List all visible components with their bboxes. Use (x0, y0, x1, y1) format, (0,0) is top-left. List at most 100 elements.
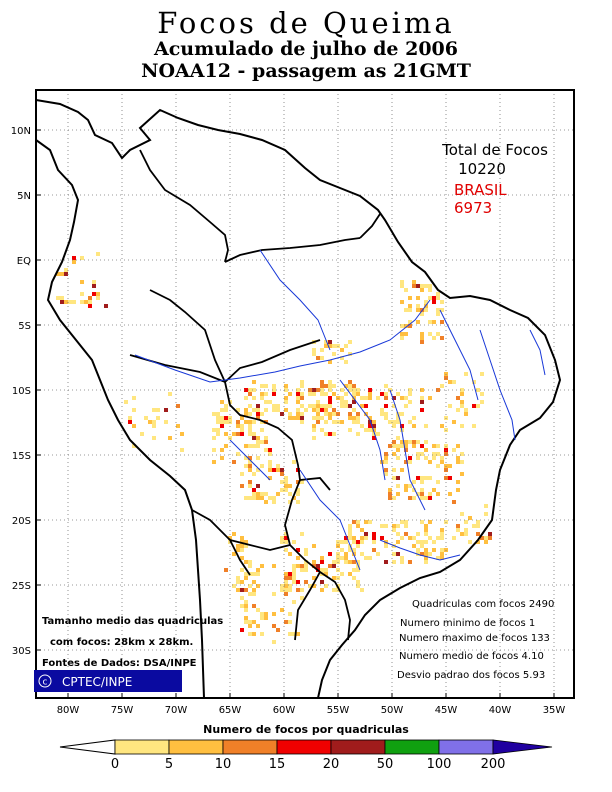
fire-cell (392, 420, 396, 424)
fire-cell (300, 480, 304, 484)
fire-cell (60, 300, 64, 304)
fire-cell (440, 424, 444, 428)
fire-cell (456, 524, 460, 528)
fire-cell (284, 488, 288, 492)
fire-cell (260, 392, 264, 396)
fire-cell (128, 416, 132, 420)
fire-cell (252, 420, 256, 424)
fire-cell (372, 420, 376, 424)
fire-cell (240, 604, 244, 608)
fire-cell (416, 492, 420, 496)
fire-cell (324, 340, 328, 344)
fire-cell (412, 284, 416, 288)
fire-cell (384, 560, 388, 564)
fire-cell (276, 468, 280, 472)
fire-cell (456, 480, 460, 484)
fire-cell (464, 528, 468, 532)
fire-cell (328, 380, 332, 384)
fire-cell (268, 476, 272, 480)
fire-cell (280, 412, 284, 416)
fire-cell (428, 396, 432, 400)
fire-cell (428, 320, 432, 324)
fire-cell (260, 440, 264, 444)
fire-cell (352, 392, 356, 396)
fire-cell (408, 304, 412, 308)
fire-cell (436, 312, 440, 316)
fire-cell (284, 480, 288, 484)
fire-cell (300, 380, 304, 384)
fire-cell (396, 456, 400, 460)
lon-label: 75W (111, 705, 134, 716)
fire-cell (280, 480, 284, 484)
fire-cell (460, 424, 464, 428)
fire-cell (128, 420, 132, 424)
fire-cell (392, 468, 396, 472)
logo-text: CPTEC/INPE (62, 675, 132, 689)
legend-tick: 50 (377, 757, 394, 772)
fire-cell (332, 420, 336, 424)
fire-cell (80, 256, 84, 260)
fire-cell (396, 484, 400, 488)
fire-cell (304, 552, 308, 556)
fire-cell (440, 556, 444, 560)
fire-cell (300, 588, 304, 592)
fire-cell (248, 464, 252, 468)
fire-cell (376, 432, 380, 436)
fire-cell (480, 536, 484, 540)
fire-cell (432, 300, 436, 304)
fire-cell (300, 384, 304, 388)
fire-cell (352, 416, 356, 420)
fire-cell (404, 308, 408, 312)
legend-tick: 100 (427, 757, 452, 772)
fire-cell (420, 336, 424, 340)
fire-cell (364, 520, 368, 524)
legend-swatch (276, 739, 332, 755)
fire-cell (332, 576, 336, 580)
fire-cell (348, 560, 352, 564)
fire-cell (132, 444, 136, 448)
fire-cell (404, 524, 408, 528)
lat-label: 25S (12, 581, 31, 592)
fire-cell (428, 492, 432, 496)
lat-label: 15S (12, 451, 31, 462)
fire-cell (244, 604, 248, 608)
fire-cell (272, 468, 276, 472)
fire-cell (352, 576, 356, 580)
fire-cell (260, 496, 264, 500)
fire-cell (244, 388, 248, 392)
fire-cell (320, 556, 324, 560)
fire-cell (292, 600, 296, 604)
fire-cell (252, 492, 256, 496)
fire-cell (284, 396, 288, 400)
fire-cell (292, 568, 296, 572)
fire-cell (216, 432, 220, 436)
fire-cell (416, 452, 420, 456)
fire-cell (388, 444, 392, 448)
fire-cell (256, 440, 260, 444)
fire-cell (384, 392, 388, 396)
fire-cell (352, 408, 356, 412)
fire-cell (404, 532, 408, 536)
fire-cell (372, 536, 376, 540)
country-borders (129, 149, 381, 641)
fire-cell (452, 380, 456, 384)
fire-cell (296, 488, 300, 492)
fire-cell (244, 412, 248, 416)
fire-cell (260, 412, 264, 416)
fire-cell (340, 404, 344, 408)
fire-cell (256, 624, 260, 628)
fire-cell (264, 492, 268, 496)
fire-cell (348, 380, 352, 384)
fire-cell (408, 440, 412, 444)
fire-cell (396, 524, 400, 528)
fire-cell (432, 456, 436, 460)
fire-cell (396, 476, 400, 480)
fire-cell (364, 536, 368, 540)
fire-cell (360, 588, 364, 592)
fire-cell (428, 332, 432, 336)
lon-label: 60W (273, 705, 296, 716)
fire-cell (296, 548, 300, 552)
fire-cell (212, 412, 216, 416)
fire-cell (412, 480, 416, 484)
fire-cell (260, 564, 264, 568)
